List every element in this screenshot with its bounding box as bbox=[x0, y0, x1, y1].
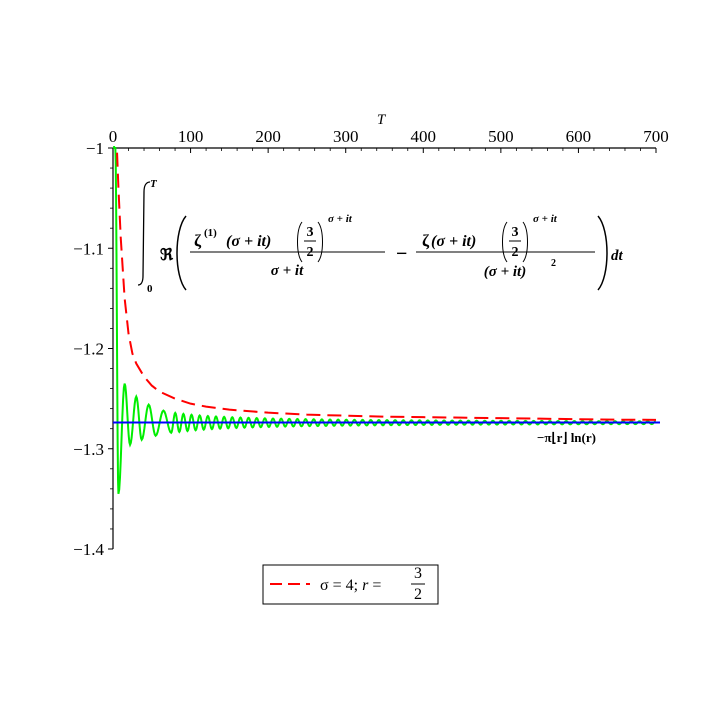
y-tick-label: −1 bbox=[86, 139, 104, 158]
x-tick-label: 300 bbox=[333, 127, 359, 146]
y-ticks: −1 −1.1 −1.2 −1.3 −1.4 bbox=[73, 139, 113, 559]
x-tick-label: 400 bbox=[411, 127, 437, 146]
exponent-1: σ + it bbox=[328, 213, 353, 225]
formula-minus: − bbox=[396, 243, 407, 265]
series-group bbox=[113, 146, 660, 495]
frac-paren-left-2 bbox=[502, 221, 508, 263]
zeta-arg-2: (σ + it) bbox=[431, 233, 476, 250]
y-tick-label: −1.1 bbox=[73, 239, 104, 258]
frac-paren-right-2 bbox=[522, 221, 528, 263]
integral-lower: 0 bbox=[147, 283, 153, 295]
zeta-2: ζ bbox=[422, 231, 430, 250]
x-tick-label: 700 bbox=[643, 127, 669, 146]
x-ticks: 0 100 200 300 400 500 600 700 bbox=[109, 127, 669, 153]
y-tick-label: −1.3 bbox=[73, 440, 104, 459]
legend: σ = 4; r = 3 2 bbox=[262, 564, 439, 605]
denominator-1: σ + it bbox=[271, 263, 304, 279]
legend-label: σ = 4; r = bbox=[320, 577, 381, 594]
deriv-order: (1) bbox=[204, 227, 217, 239]
x-tick-label: 600 bbox=[566, 127, 592, 146]
x-tick-label: 200 bbox=[255, 127, 281, 146]
real-part-symbol: ℜ bbox=[160, 247, 174, 264]
denominator-2: (σ + it) bbox=[484, 264, 526, 280]
y-tick-label: −1.4 bbox=[73, 540, 104, 559]
formula-dt: dt bbox=[611, 248, 624, 264]
right-big-paren bbox=[597, 215, 608, 291]
formula-annotation: T 0 ℜ ζ (1) (σ + it) 3 2 σ + it σ + it −… bbox=[137, 178, 624, 295]
y-tick-label: −1.2 bbox=[73, 340, 104, 359]
zeta-1: ζ bbox=[194, 231, 202, 250]
left-big-paren bbox=[176, 215, 187, 291]
integral-upper: T bbox=[150, 178, 158, 190]
legend-frac-num: 3 bbox=[414, 565, 422, 582]
frac-paren-right-1 bbox=[317, 221, 323, 263]
legend-frac-den: 2 bbox=[414, 586, 422, 603]
x-axis-title: T bbox=[377, 112, 387, 128]
x-tick-label: 500 bbox=[488, 127, 514, 146]
series-red-dashed-line bbox=[115, 146, 657, 421]
frac-three-2: 3 bbox=[512, 225, 519, 240]
x-tick-label: 0 bbox=[109, 127, 118, 146]
frac-paren-left-1 bbox=[297, 221, 303, 263]
zeta-arg-1: (σ + it) bbox=[226, 233, 271, 250]
denominator-2-square: 2 bbox=[551, 258, 556, 269]
integral-sign bbox=[137, 181, 151, 286]
exponent-2: σ + it bbox=[533, 213, 558, 225]
axes bbox=[112, 147, 656, 549]
limit-line-label: −π⌊r⌋ ln(r) bbox=[537, 430, 596, 445]
x-tick-label: 100 bbox=[178, 127, 204, 146]
frac-three-1: 3 bbox=[307, 225, 314, 240]
